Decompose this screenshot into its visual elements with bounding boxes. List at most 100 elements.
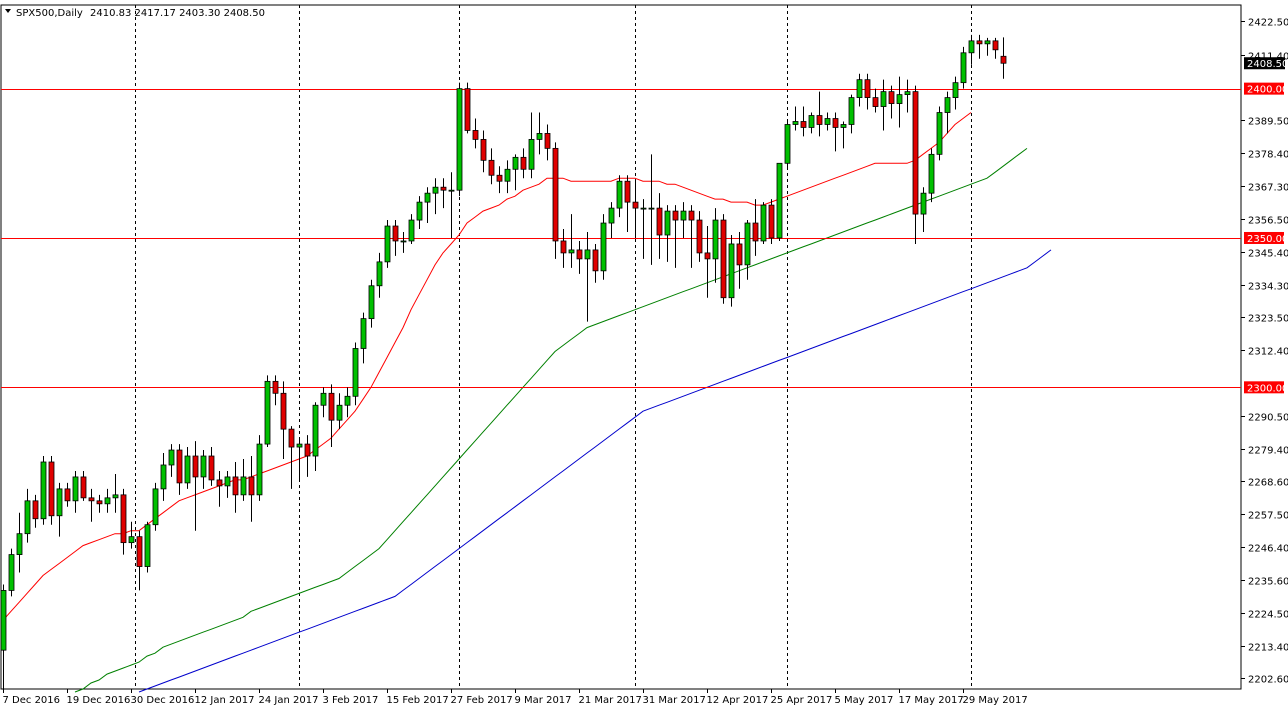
candle-body — [520, 156, 527, 170]
candle-body — [968, 40, 975, 54]
candle-body — [456, 88, 463, 191]
candle-body — [816, 115, 823, 125]
time-axis[interactable]: 7 Dec 2016 19 Dec 2016 30 Dec 2016 12 Jan 2… — [3, 689, 1028, 706]
candle-body — [128, 536, 135, 544]
candle-body — [16, 533, 23, 555]
candle-body — [488, 159, 495, 176]
horizontal-levels — [1, 89, 1241, 388]
candle-body — [784, 124, 791, 164]
candle-body — [304, 443, 311, 457]
y-tick-label: 2224.50 — [1248, 610, 1288, 621]
x-tick-label: 25 Apr 2017 — [771, 695, 833, 706]
candle-body — [416, 201, 423, 221]
x-tick-label: 12 Apr 2017 — [707, 695, 769, 706]
candle-body — [224, 476, 231, 487]
candle-body — [264, 380, 271, 445]
candle-body — [232, 476, 239, 496]
candle-body — [136, 536, 143, 567]
candle-body — [632, 201, 639, 209]
level-price-tag-label: 2300.00 — [1247, 383, 1288, 394]
candle-body — [896, 94, 903, 104]
candles — [0, 34, 1007, 692]
candle-body — [848, 97, 855, 125]
candle-body — [744, 222, 751, 266]
x-tick-label: 9 Mar 2017 — [515, 695, 572, 706]
candle-body — [328, 392, 335, 421]
triangle-down-icon — [5, 9, 11, 13]
y-tick-label: 2246.40 — [1248, 544, 1288, 555]
candle-body — [72, 476, 79, 502]
candle-body — [776, 162, 783, 239]
candle-body — [24, 500, 31, 535]
y-tick-label: 2334.30 — [1248, 282, 1288, 293]
x-tick-label: 17 May 2017 — [899, 695, 964, 706]
candle-body — [936, 112, 943, 155]
candle-body — [472, 130, 479, 140]
candle-body — [872, 97, 879, 107]
y-tick-label: 2422.50 — [1248, 18, 1288, 29]
candle-body — [960, 52, 967, 84]
y-tick-label: 2367.30 — [1248, 183, 1288, 194]
x-tick-label: 29 May 2017 — [963, 695, 1028, 706]
candle-body — [696, 219, 703, 254]
candle-body — [144, 524, 151, 567]
candle-body — [928, 153, 935, 194]
current-price-tag-label: 2408.50 — [1247, 59, 1288, 70]
candle-body — [952, 82, 959, 98]
candle-body — [336, 404, 343, 421]
candle-body — [376, 261, 383, 287]
candle-body — [168, 449, 175, 466]
candle-body — [808, 115, 815, 128]
candle-body — [944, 97, 951, 113]
candle-body — [528, 139, 535, 170]
level-price-tag-label: 2350.00 — [1247, 234, 1288, 245]
candle-body — [200, 455, 207, 478]
price-axis[interactable]: 2422.50 2411.40 2389.50 2378.40 2367.30 2356.… — [1241, 18, 1288, 686]
candle-body — [736, 243, 743, 266]
level-price-tag — [1244, 381, 1284, 394]
x-tick-label: 31 Mar 2017 — [643, 695, 706, 706]
candle-body — [560, 240, 567, 254]
candle-body — [984, 40, 991, 45]
candle-body — [56, 488, 63, 517]
candle-body — [408, 219, 415, 242]
level-price-tag-label: 2400.00 — [1247, 85, 1288, 96]
candle-body — [216, 479, 223, 487]
x-tick-label: 21 Mar 2017 — [579, 695, 642, 706]
candle-body — [904, 91, 911, 96]
current-price-tag — [1244, 57, 1285, 70]
candle-body — [568, 249, 575, 254]
candle-body — [64, 488, 71, 502]
candle-body — [104, 497, 111, 505]
candle-body — [448, 189, 455, 192]
x-tick-label: 24 Jan 2017 — [259, 695, 319, 706]
x-tick-label: 12 Jan 2017 — [195, 695, 255, 706]
ohlc-label: 2410.83 2417.17 2403.30 2408.50 — [90, 8, 265, 19]
candle-body — [544, 133, 551, 149]
y-tick-label: 2257.50 — [1248, 511, 1288, 522]
candle-body — [392, 225, 399, 242]
candle-body — [976, 40, 983, 45]
y-tick-label: 2411.40 — [1248, 52, 1288, 63]
candle-body — [344, 395, 351, 406]
candle-body — [88, 497, 95, 502]
candle-body — [160, 464, 167, 490]
x-tick-label: 5 May 2017 — [835, 695, 894, 706]
candle-body — [760, 204, 767, 242]
y-tick-label: 2312.40 — [1248, 347, 1288, 358]
candle-body — [176, 449, 183, 484]
candle-body — [824, 118, 831, 125]
candle-body — [720, 219, 727, 299]
candle-body — [608, 207, 615, 224]
candle-body — [40, 461, 47, 520]
candle-body — [96, 500, 103, 505]
x-tick-label: 27 Feb 2017 — [451, 695, 513, 706]
candle-body — [672, 210, 679, 221]
candle-body — [920, 192, 927, 215]
candle-body — [512, 156, 519, 170]
candle-body — [192, 455, 199, 478]
candle-body — [728, 243, 735, 299]
candle-body — [496, 174, 503, 182]
candle-body — [880, 91, 887, 107]
